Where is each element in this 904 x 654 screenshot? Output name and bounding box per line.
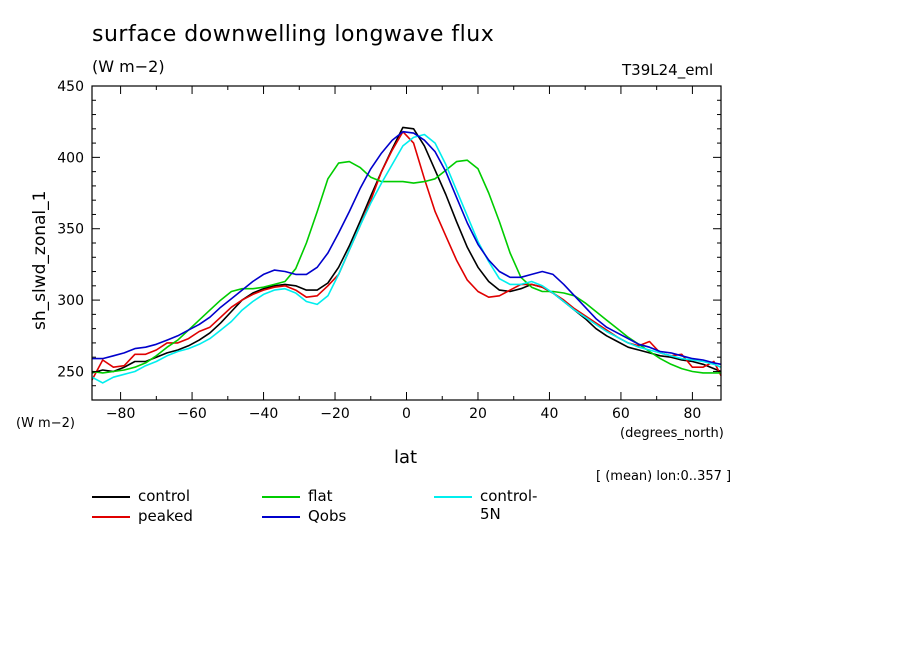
- x-axis-units: (degrees_north): [620, 426, 724, 441]
- legend-swatch: [262, 516, 300, 518]
- averaging-note: [ (mean) lon:0..357 ]: [596, 469, 732, 484]
- plot-frame: [91, 85, 722, 401]
- x-tick-label: 20: [469, 406, 487, 422]
- y-tick-label: 350: [57, 222, 84, 238]
- legend-label: control: [138, 487, 190, 505]
- x-tick-label: −60: [177, 406, 207, 422]
- series-line-flat: [91, 159, 721, 374]
- x-tick-label: −20: [320, 406, 350, 422]
- y-tick-label: 450: [57, 79, 84, 95]
- series-line-control-5n: [91, 133, 722, 384]
- chart-title: surface downwelling longwave flux: [92, 22, 495, 47]
- legend-label: flat: [308, 487, 333, 505]
- x-tick-label: 40: [541, 406, 559, 422]
- x-tick-label: 60: [612, 406, 630, 422]
- x-tick-label: −80: [106, 406, 136, 422]
- legend-label: control-5N: [480, 487, 538, 523]
- legend-swatch: [92, 496, 130, 498]
- series-layer: [91, 126, 722, 384]
- y-tick-label: 300: [57, 293, 84, 309]
- chart-units: (W m−2): [92, 57, 165, 76]
- series-line-control: [91, 126, 722, 374]
- legend-label: peaked: [138, 507, 193, 525]
- x-tick-label: 80: [683, 406, 701, 422]
- x-tick-label: −40: [249, 406, 279, 422]
- y-tick-label: 400: [57, 150, 84, 166]
- x-axis-label: lat: [394, 447, 418, 468]
- legend-label: Qobs: [308, 507, 347, 525]
- axis-layer: −80 −60 −40 −20 0 20 40 60 80 250 300 350 400 450: [57, 79, 721, 422]
- dataset-label: T39L24_eml: [622, 61, 714, 79]
- legend-swatch: [434, 496, 472, 498]
- series-line-qobs: [92, 130, 722, 366]
- x-tick-label: 0: [402, 406, 411, 422]
- y-tick-label: 250: [57, 364, 84, 380]
- legend-swatch: [262, 496, 300, 498]
- y-axis-units: (W m−2): [16, 416, 75, 431]
- legend-swatch: [92, 516, 130, 518]
